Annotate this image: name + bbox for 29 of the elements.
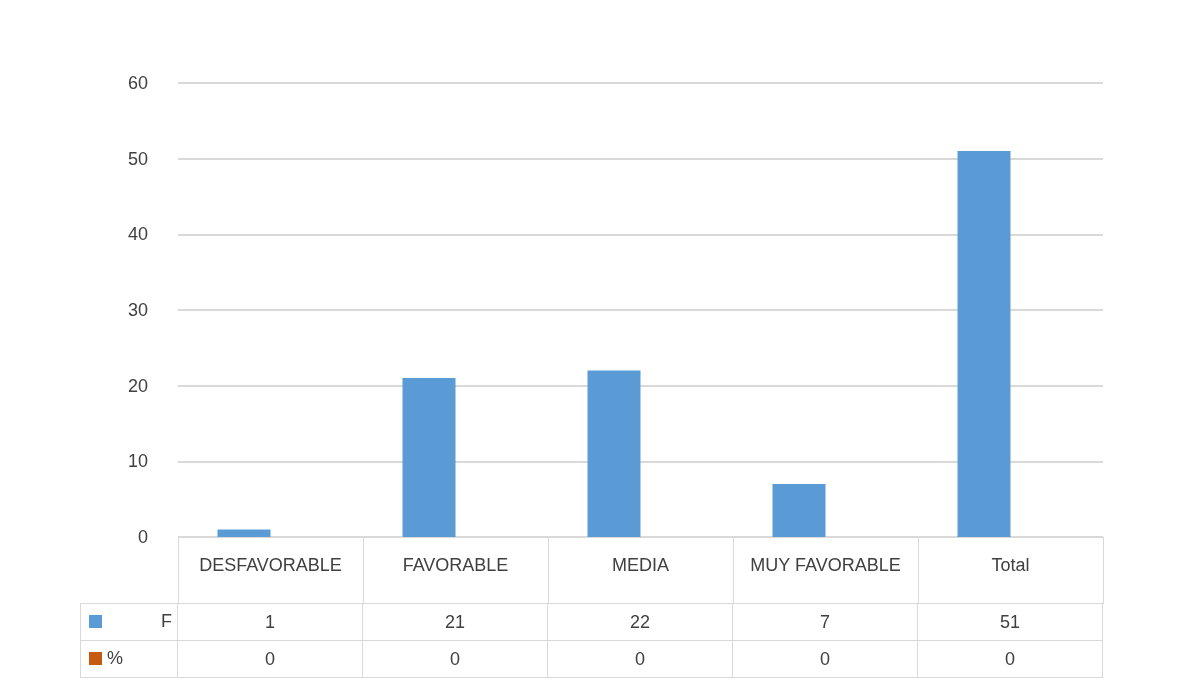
- y-tick-label: 10: [127, 451, 148, 472]
- y-tick-label: 0: [137, 527, 148, 547]
- data-label: 0: [917, 640, 1103, 678]
- legend-label: %: [107, 648, 124, 669]
- bar: [217, 529, 271, 537]
- bar: [772, 484, 826, 537]
- x-tick-label: FAVORABLE: [402, 555, 509, 575]
- data-label: 21: [362, 603, 548, 641]
- data-label: 0: [362, 640, 548, 678]
- data-label: 0: [732, 640, 918, 678]
- data-label: 0: [177, 640, 363, 678]
- text: F: [161, 611, 172, 632]
- bar: [587, 370, 641, 537]
- data-label: 7: [732, 603, 918, 641]
- x-tick-label: DESFAVORABLE: [199, 555, 342, 575]
- data-label: 51: [917, 603, 1103, 641]
- bar: [957, 151, 1011, 537]
- y-tick-label: 40: [127, 224, 148, 245]
- y-tick-label: 20: [127, 375, 148, 396]
- data-label: 1: [177, 603, 363, 641]
- x-tick-label: MEDIA: [611, 555, 670, 575]
- data-label: 0: [547, 640, 733, 678]
- x-tick-label: MUY FAVORABLE: [750, 555, 901, 575]
- bar: [402, 378, 456, 537]
- y-tick-label: 60: [127, 73, 148, 93]
- y-tick-label: 50: [127, 148, 148, 169]
- x-tick-label: Total: [991, 555, 1030, 575]
- y-tick-label: 30: [127, 300, 148, 320]
- data-label: 22: [547, 603, 733, 641]
